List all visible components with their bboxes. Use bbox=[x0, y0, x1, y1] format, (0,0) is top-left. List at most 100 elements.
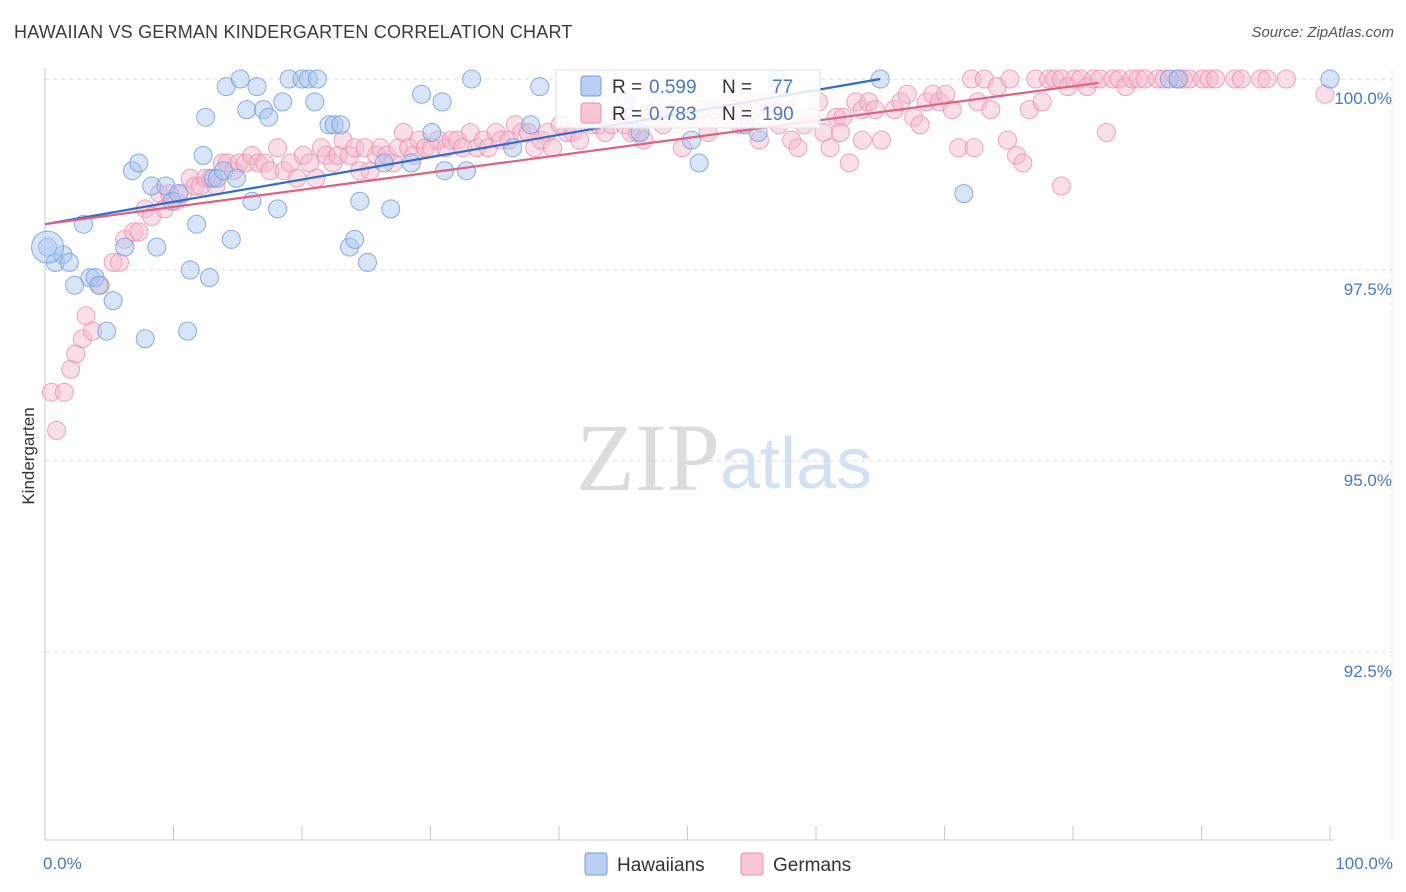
data-point-hawaiians bbox=[530, 77, 550, 97]
data-point-germans bbox=[1231, 69, 1251, 89]
data-point-germans bbox=[293, 145, 313, 165]
data-point-hawaiians bbox=[1168, 69, 1188, 89]
data-point-germans bbox=[124, 222, 144, 242]
data-point-hawaiians bbox=[142, 176, 162, 196]
data-point-hawaiians bbox=[207, 168, 227, 188]
legend-swatch-germans bbox=[580, 102, 602, 124]
data-point-germans bbox=[964, 138, 984, 158]
data-point-hawaiians bbox=[221, 229, 241, 249]
axes bbox=[44, 68, 1334, 841]
data-point-hawaiians bbox=[432, 92, 452, 112]
data-point-hawaiians bbox=[103, 291, 123, 311]
data-point-germans bbox=[923, 84, 943, 104]
legend-r-value-germans: 0.783 bbox=[649, 104, 697, 125]
data-point-germans bbox=[998, 130, 1017, 150]
data-point-hawaiians bbox=[38, 237, 58, 257]
data-point-hawaiians bbox=[1320, 69, 1340, 89]
legend-r-label-hawaiians: R = bbox=[612, 77, 642, 98]
data-point-hawaiians bbox=[358, 252, 377, 272]
data-point-hawaiians bbox=[273, 92, 293, 112]
legend-r-value-hawaiians: 0.599 bbox=[649, 77, 697, 98]
data-point-germans bbox=[441, 130, 461, 150]
data-point-germans bbox=[1251, 69, 1271, 89]
data-point-germans bbox=[110, 252, 129, 272]
data-point-germans bbox=[1180, 69, 1200, 89]
stats-legend: R = 0.599 N = 77 R = 0.783 N = 190 bbox=[555, 69, 821, 129]
data-point-germans bbox=[1225, 69, 1245, 89]
data-point-hawaiians bbox=[412, 84, 431, 104]
data-point-germans bbox=[1071, 69, 1091, 89]
data-point-hawaiians bbox=[147, 237, 167, 257]
data-point-germans bbox=[1206, 69, 1226, 89]
data-point-hawaiians bbox=[954, 184, 974, 204]
data-point-germans bbox=[103, 252, 123, 272]
data-point-germans bbox=[260, 161, 280, 181]
data-point-hawaiians bbox=[89, 275, 109, 295]
legend-swatch-hawaiians bbox=[580, 75, 602, 97]
source-credit: Source: ZipAtlas.com bbox=[1251, 24, 1394, 41]
data-point-germans bbox=[47, 420, 67, 440]
chart-title: HAWAIIAN VS GERMAN KINDERGARTEN CORRELAT… bbox=[14, 22, 573, 42]
data-point-germans bbox=[1096, 123, 1116, 142]
data-point-hawaiians bbox=[324, 115, 344, 135]
data-point-hawaiians bbox=[196, 107, 216, 127]
data-point-hawaiians bbox=[135, 329, 155, 349]
data-point-germans bbox=[910, 115, 930, 135]
data-point-germans bbox=[1276, 69, 1296, 89]
bottom-legend-swatch-germans bbox=[740, 852, 764, 876]
data-point-hawaiians bbox=[345, 229, 365, 249]
data-point-germans bbox=[316, 145, 336, 165]
data-point-germans bbox=[1315, 84, 1335, 104]
data-point-hawaiians bbox=[115, 237, 135, 257]
data-point-germans bbox=[839, 153, 859, 173]
data-point-hawaiians bbox=[681, 130, 701, 150]
data-point-hawaiians bbox=[279, 69, 299, 89]
data-point-hawaiians bbox=[59, 252, 79, 272]
data-point-hawaiians bbox=[457, 161, 476, 181]
data-point-hawaiians bbox=[422, 123, 442, 142]
data-point-hawaiians bbox=[65, 275, 85, 295]
data-point-germans bbox=[54, 382, 74, 402]
bottom-legend-label-hawaiians: Hawaiians bbox=[617, 855, 705, 876]
data-point-germans bbox=[1122, 69, 1142, 89]
data-point-germans bbox=[981, 100, 1001, 120]
data-point-germans bbox=[865, 100, 885, 120]
data-point-germans bbox=[394, 123, 413, 142]
data-point-hawaiians bbox=[462, 69, 482, 89]
data-point-hawaiians bbox=[129, 153, 149, 173]
data-point-germans bbox=[897, 84, 917, 104]
data-point-hawaiians bbox=[200, 268, 219, 288]
bottom-legend-swatch-hawaiians bbox=[584, 852, 608, 876]
legend-n-label-hawaiians: N = bbox=[722, 77, 752, 98]
data-point-germans bbox=[72, 329, 92, 349]
data-point-germans bbox=[129, 222, 149, 242]
y-tick-label: 100.0% bbox=[1334, 89, 1392, 108]
data-point-germans bbox=[750, 130, 769, 150]
tick-labels: 100.0% 97.5% 95.0% 92.5% 0.0% 100.0% bbox=[43, 89, 1393, 873]
x-tick-label: 0.0% bbox=[43, 854, 82, 873]
data-point-germans bbox=[820, 138, 840, 158]
legend-r-label-germans: R = bbox=[612, 104, 642, 125]
data-point-hawaiians bbox=[187, 214, 207, 234]
data-point-hawaiians bbox=[193, 145, 213, 165]
data-point-hawaiians bbox=[169, 184, 189, 204]
data-point-germans bbox=[345, 138, 365, 158]
y-tick-label: 95.0% bbox=[1344, 471, 1392, 490]
data-point-germans bbox=[1051, 176, 1071, 196]
hawaiians-points bbox=[31, 69, 1340, 349]
data-point-germans bbox=[1000, 69, 1020, 89]
data-point-germans bbox=[1129, 69, 1148, 89]
data-point-germans bbox=[852, 130, 872, 150]
data-point-germans bbox=[846, 92, 866, 112]
data-point-germans bbox=[61, 359, 81, 379]
watermark-atlas: atlas bbox=[720, 424, 872, 504]
data-point-hawaiians bbox=[319, 115, 339, 135]
data-point-germans bbox=[942, 100, 962, 120]
data-point-hawaiians bbox=[203, 168, 223, 188]
legend-n-label-germans: N = bbox=[722, 104, 752, 125]
data-point-germans bbox=[83, 321, 102, 341]
data-point-germans bbox=[788, 138, 808, 158]
data-point-hawaiians bbox=[259, 107, 279, 127]
data-point-germans bbox=[196, 168, 216, 188]
data-point-germans bbox=[782, 130, 802, 150]
